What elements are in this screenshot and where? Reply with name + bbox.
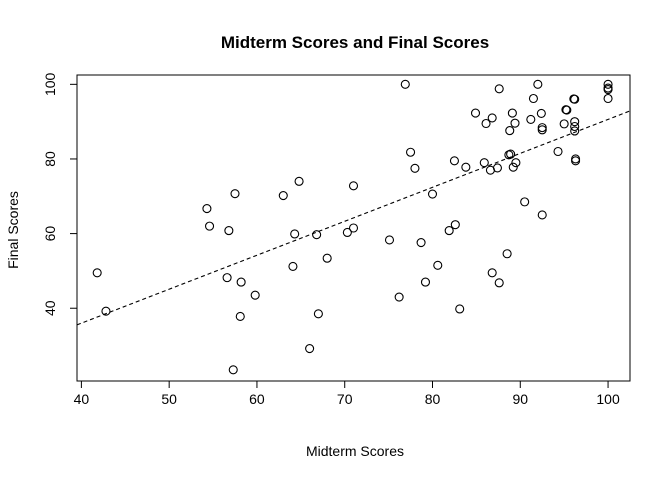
data-point — [502, 249, 512, 259]
data-point — [533, 79, 543, 89]
data-point — [416, 238, 426, 248]
data-point — [455, 304, 465, 314]
x-tick-label: 70 — [337, 391, 353, 407]
data-point — [400, 79, 410, 89]
x-tick-label: 40 — [74, 391, 90, 407]
data-point — [204, 221, 215, 231]
data-point — [348, 181, 359, 191]
data-point — [290, 229, 300, 239]
data-point — [536, 108, 546, 118]
y-axis-label: Final Scores — [5, 191, 21, 269]
data-point — [510, 118, 520, 128]
data-point — [294, 176, 304, 186]
x-tick-label: 90 — [512, 391, 528, 407]
x-tick-label: 100 — [596, 391, 620, 407]
data-point — [313, 309, 323, 319]
data-point — [559, 119, 569, 129]
data-point — [470, 108, 481, 118]
data-point — [537, 210, 547, 220]
data-point — [487, 113, 497, 123]
data-point — [288, 261, 298, 271]
data-point — [570, 94, 580, 104]
data-point — [250, 290, 260, 300]
data-point — [394, 292, 404, 302]
data-point — [322, 253, 332, 263]
y-tick-label: 100 — [42, 72, 58, 96]
data-point — [202, 204, 212, 214]
data-point — [506, 149, 516, 159]
data-point — [487, 268, 497, 278]
data-point — [461, 162, 471, 172]
data-point — [570, 121, 580, 132]
data-point — [571, 156, 581, 166]
chart-title: Midterm Scores and Final Scores — [221, 33, 489, 52]
data-point — [571, 154, 581, 164]
data-point — [508, 162, 518, 172]
data-point — [228, 365, 238, 375]
data-point — [505, 126, 515, 136]
data-point — [494, 278, 504, 288]
data-point — [101, 306, 111, 316]
data-point — [479, 158, 489, 168]
data-point — [603, 85, 613, 95]
data-point — [537, 123, 547, 133]
y-tick-label: 60 — [42, 226, 58, 242]
data-point — [507, 108, 517, 118]
data-point — [511, 158, 521, 168]
data-point — [537, 125, 547, 135]
data-point — [481, 118, 491, 129]
data-point — [420, 277, 431, 287]
data-point — [384, 235, 395, 245]
data-point — [528, 93, 538, 104]
y-tick-label: 40 — [42, 300, 58, 316]
data-points — [92, 79, 613, 375]
x-axis-label: Midterm Scores — [306, 443, 404, 459]
data-point — [342, 227, 352, 238]
data-point — [222, 273, 232, 283]
data-point — [520, 197, 530, 207]
data-point — [427, 189, 438, 199]
data-point — [494, 84, 504, 94]
data-point — [348, 223, 359, 233]
plot-frame — [76, 74, 631, 382]
x-tick-label: 80 — [425, 391, 441, 407]
data-point — [570, 117, 580, 127]
data-point — [406, 147, 416, 157]
data-point — [450, 220, 460, 230]
data-point — [433, 260, 443, 270]
data-point — [492, 163, 503, 173]
data-point — [236, 277, 246, 287]
data-point — [553, 146, 563, 157]
data-point — [312, 230, 322, 240]
data-point — [278, 190, 288, 201]
data-point — [562, 105, 572, 115]
data-point — [526, 114, 536, 124]
data-point — [444, 226, 454, 236]
data-point — [603, 93, 613, 104]
y-tick-label: 80 — [42, 151, 58, 167]
x-tick-label: 50 — [161, 391, 177, 407]
data-point — [92, 268, 102, 278]
data-point — [235, 311, 245, 321]
x-tick-label: 60 — [249, 391, 265, 407]
data-point — [224, 226, 234, 236]
data-point — [305, 343, 315, 354]
data-point — [410, 163, 420, 173]
regression-line — [76, 110, 631, 326]
x-axis: 40 50 60 70 80 90 100 — [74, 381, 620, 407]
data-point — [230, 189, 240, 199]
data-point — [449, 156, 459, 166]
data-point — [570, 126, 580, 136]
y-axis: 40 60 80 100 — [42, 72, 77, 316]
data-point — [603, 79, 613, 89]
